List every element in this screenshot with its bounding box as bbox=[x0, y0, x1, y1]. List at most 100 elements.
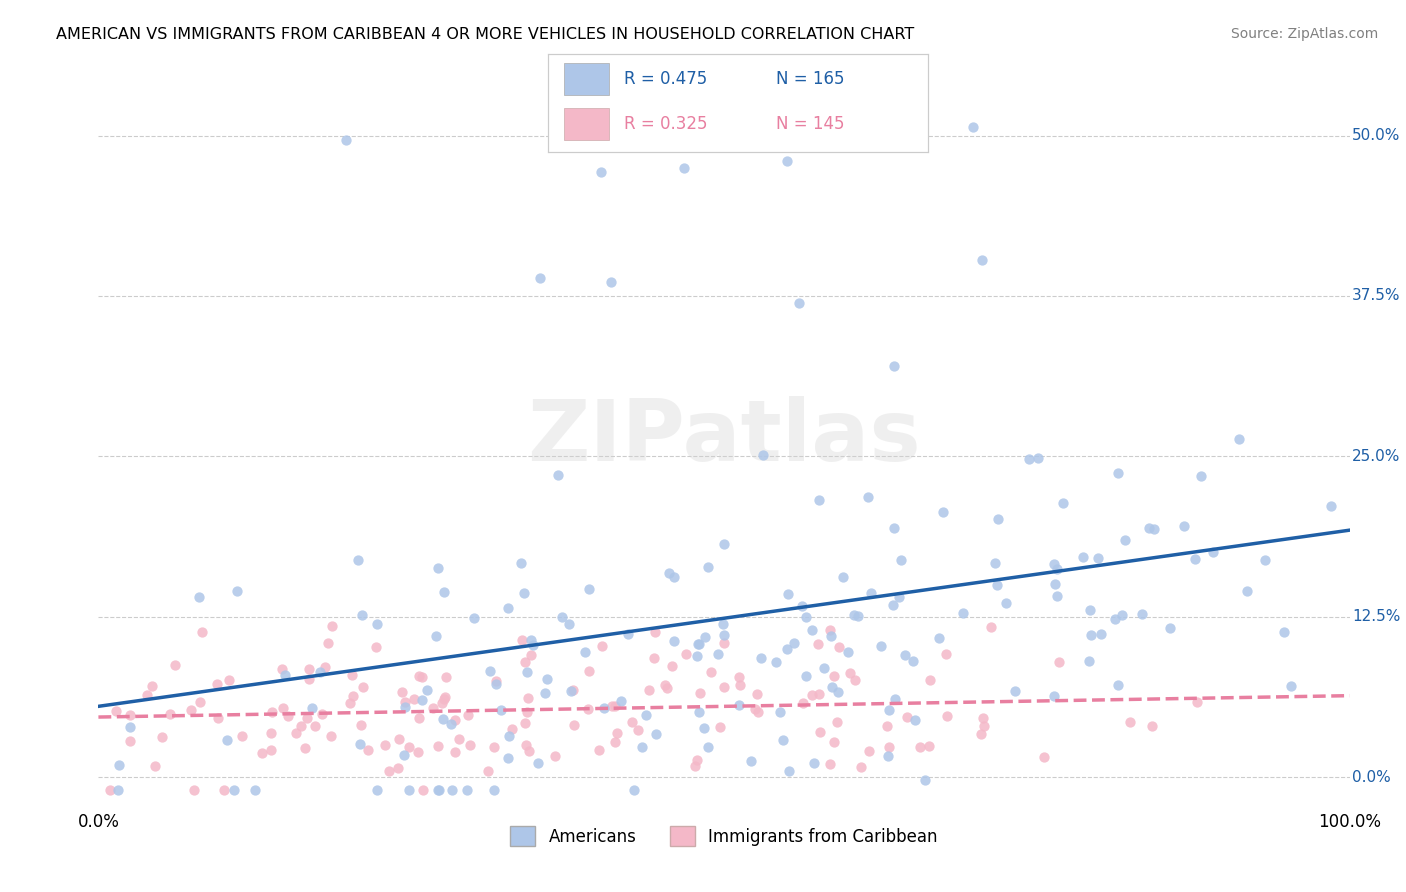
Point bbox=[498, 729, 520, 743]
Point bbox=[672, 161, 695, 175]
Point bbox=[778, 764, 800, 778]
Point bbox=[411, 670, 433, 684]
Point bbox=[477, 764, 499, 778]
Point bbox=[1107, 678, 1129, 692]
Point bbox=[820, 629, 842, 643]
Point bbox=[901, 654, 924, 668]
Point bbox=[321, 619, 343, 633]
Text: 37.5%: 37.5% bbox=[1353, 288, 1400, 303]
Point bbox=[366, 640, 388, 654]
Point bbox=[533, 686, 555, 700]
Point bbox=[557, 617, 579, 632]
Point bbox=[813, 661, 835, 675]
Point bbox=[932, 505, 955, 519]
Point bbox=[751, 448, 773, 462]
Point bbox=[346, 553, 368, 567]
Point bbox=[643, 651, 665, 665]
Point bbox=[1046, 589, 1069, 603]
Point bbox=[749, 650, 772, 665]
Point bbox=[1043, 577, 1066, 591]
Point bbox=[416, 683, 439, 698]
Point bbox=[807, 637, 830, 651]
Point bbox=[935, 648, 957, 662]
Point bbox=[1078, 654, 1101, 668]
Point bbox=[352, 680, 374, 694]
Point bbox=[818, 624, 841, 638]
Text: R = 0.325: R = 0.325 bbox=[624, 115, 707, 133]
Point bbox=[342, 690, 364, 704]
Point bbox=[883, 359, 905, 374]
Point bbox=[135, 689, 157, 703]
Point bbox=[108, 758, 131, 772]
Point bbox=[983, 556, 1005, 570]
Point bbox=[377, 764, 399, 779]
Point bbox=[187, 591, 209, 605]
Point bbox=[427, 561, 450, 575]
Point bbox=[387, 761, 409, 775]
Point bbox=[638, 682, 661, 697]
Point bbox=[1104, 612, 1126, 626]
Text: 0.0%: 0.0% bbox=[1353, 770, 1391, 785]
Point bbox=[896, 709, 918, 723]
Point bbox=[688, 637, 710, 651]
Point bbox=[226, 584, 249, 599]
Point bbox=[686, 648, 709, 663]
Point bbox=[890, 552, 912, 566]
Point bbox=[709, 721, 731, 735]
Point bbox=[821, 681, 844, 695]
Point bbox=[776, 153, 799, 168]
Point bbox=[697, 740, 720, 755]
Point bbox=[675, 647, 697, 661]
Point bbox=[700, 665, 723, 680]
Point bbox=[713, 628, 735, 642]
Point bbox=[522, 638, 544, 652]
Point bbox=[688, 705, 710, 719]
Point bbox=[828, 640, 851, 655]
Point bbox=[908, 739, 931, 754]
Point bbox=[1236, 583, 1258, 598]
Point bbox=[728, 669, 751, 683]
Point bbox=[856, 490, 879, 504]
Point bbox=[1080, 628, 1102, 642]
Point bbox=[986, 578, 1008, 592]
Point bbox=[1052, 496, 1074, 510]
Point bbox=[662, 633, 685, 648]
Point bbox=[972, 711, 994, 725]
Point bbox=[277, 709, 299, 723]
Point bbox=[588, 743, 610, 757]
Point bbox=[1227, 432, 1250, 446]
Point bbox=[422, 701, 444, 715]
Point bbox=[846, 609, 869, 624]
Point bbox=[374, 738, 396, 752]
Point bbox=[366, 783, 388, 797]
Point bbox=[589, 165, 612, 179]
Point bbox=[183, 783, 205, 797]
Point bbox=[339, 696, 361, 710]
Point bbox=[683, 759, 706, 773]
Point bbox=[740, 754, 762, 768]
Point bbox=[482, 739, 505, 754]
Point bbox=[536, 672, 558, 686]
Point bbox=[432, 712, 454, 726]
Point bbox=[631, 740, 654, 755]
Point bbox=[808, 725, 831, 739]
Point bbox=[440, 783, 463, 797]
Point bbox=[529, 271, 551, 285]
Point bbox=[1272, 625, 1295, 640]
Point bbox=[316, 636, 339, 650]
Point bbox=[218, 673, 240, 687]
Point bbox=[191, 624, 214, 639]
Point bbox=[105, 704, 128, 718]
Point bbox=[713, 537, 735, 551]
Point bbox=[952, 606, 974, 620]
Point bbox=[606, 726, 628, 740]
Point bbox=[661, 659, 683, 673]
Point bbox=[894, 648, 917, 663]
Point bbox=[501, 722, 523, 736]
Point bbox=[825, 714, 848, 729]
Point bbox=[877, 703, 900, 717]
Point bbox=[159, 707, 181, 722]
Point bbox=[735, 78, 758, 92]
Point bbox=[591, 639, 613, 653]
Point bbox=[352, 607, 374, 622]
